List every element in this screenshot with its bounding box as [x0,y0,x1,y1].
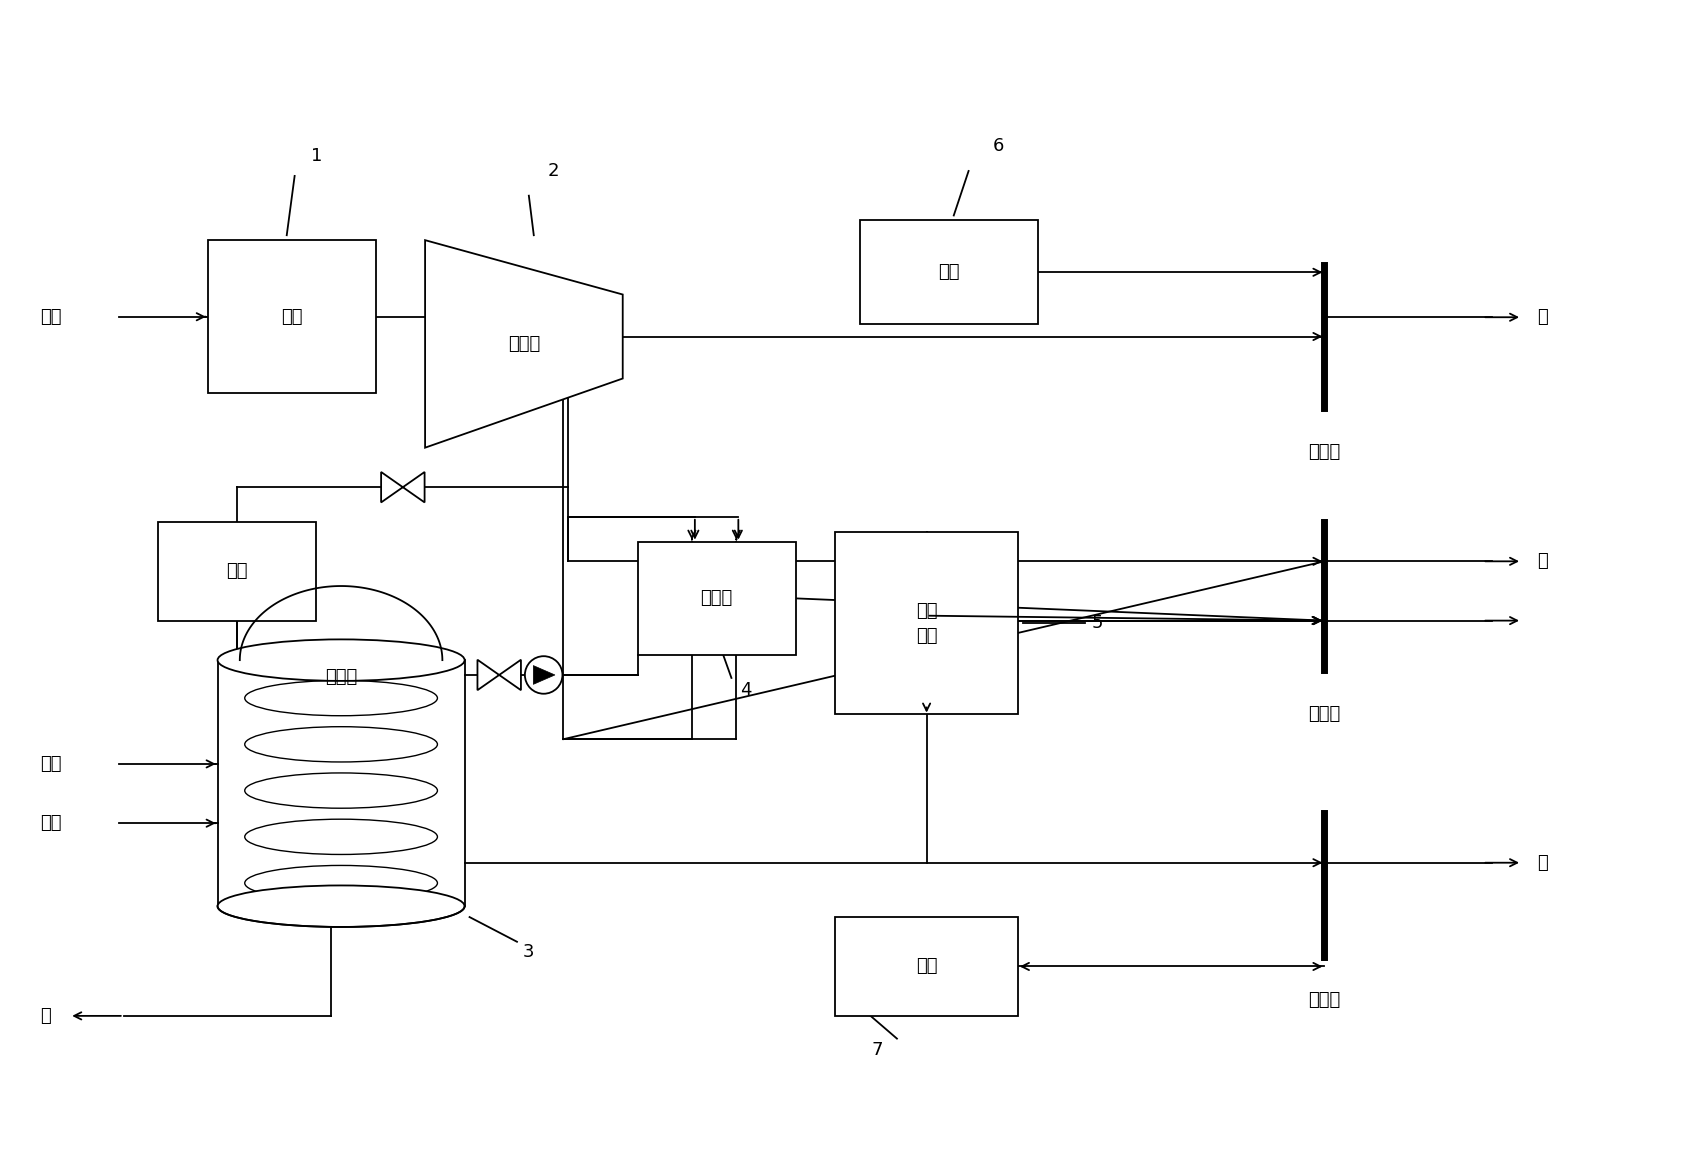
Bar [208,240,376,393]
Text: 光伏: 光伏 [937,263,959,281]
Text: 储气: 储气 [915,957,937,975]
Bar [835,532,1017,715]
Text: 1: 1 [311,147,321,165]
Text: 沼气池: 沼气池 [325,668,357,686]
Text: 秸秆: 秸秆 [39,308,61,326]
Text: 热母线: 热母线 [1308,704,1340,722]
Text: 电: 电 [1536,308,1548,326]
Text: 汽轮机: 汽轮机 [509,335,539,353]
Ellipse shape [218,640,464,681]
Polygon shape [381,472,425,502]
Text: 5: 5 [1092,614,1102,632]
Text: 燃气
锅炉: 燃气 锅炉 [915,602,937,644]
Text: 水箱: 水箱 [226,562,248,580]
Ellipse shape [218,886,464,927]
Bar [861,220,1038,325]
Text: 粪便: 粪便 [39,814,61,833]
Text: 电母线: 电母线 [1308,442,1340,461]
Text: 气: 气 [1536,854,1548,871]
Bar [638,542,796,655]
Text: 热: 热 [1536,553,1548,570]
Circle shape [526,656,563,694]
Text: 气母线: 气母线 [1308,991,1340,1009]
Bar [158,522,316,621]
Text: 7: 7 [871,1042,883,1060]
Text: 秸秆: 秸秆 [39,755,61,773]
Polygon shape [425,240,623,448]
Text: 4: 4 [740,681,752,699]
Bar [835,917,1017,1016]
Text: 锅炉: 锅炉 [281,308,303,326]
Text: 3: 3 [524,943,534,961]
Polygon shape [478,660,521,690]
Polygon shape [534,666,555,684]
Text: 2: 2 [548,162,560,180]
Text: 6: 6 [993,138,1004,155]
Text: 肥: 肥 [39,1007,51,1025]
Text: 换热器: 换热器 [701,589,733,607]
